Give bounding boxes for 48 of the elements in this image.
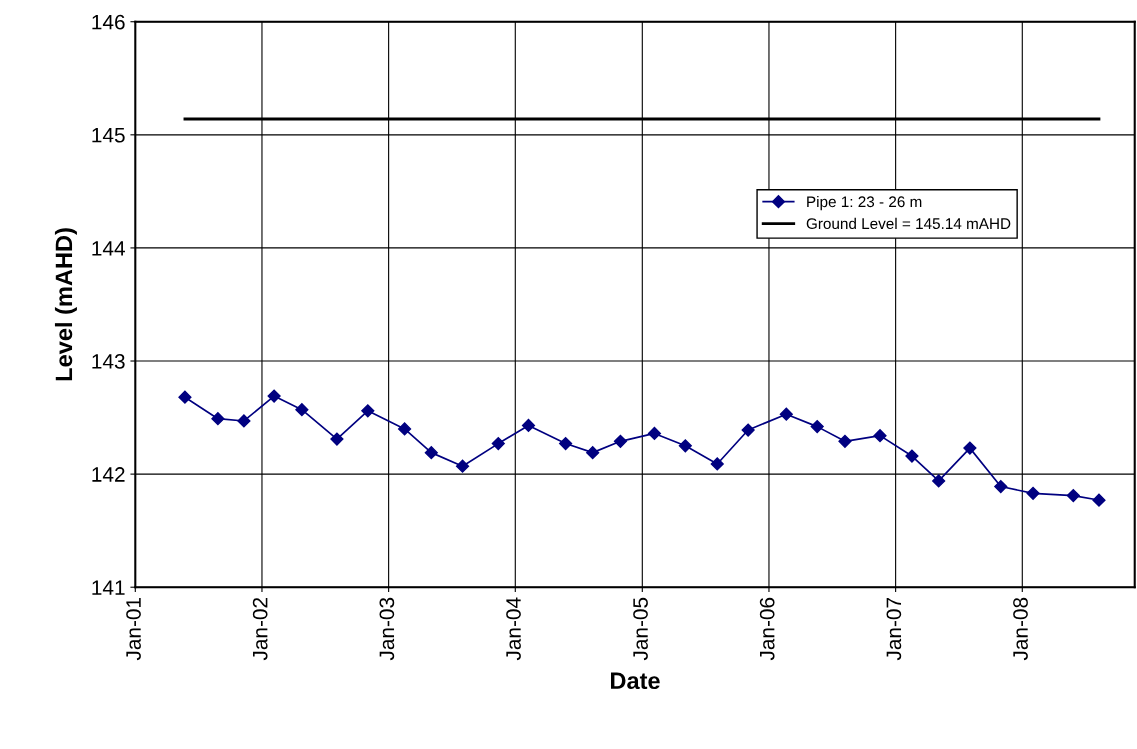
point [330, 432, 344, 446]
x-tick-label: Jan-02 [252, 597, 268, 661]
point [455, 459, 470, 473]
point [710, 457, 724, 471]
point [521, 418, 536, 433]
point [267, 389, 281, 403]
x-tick-label: Jan-05 [633, 597, 648, 661]
point [741, 423, 755, 437]
point [424, 446, 438, 460]
y-tick-label: 146 [92, 14, 125, 30]
x-tick-label: Jan-01 [126, 597, 141, 661]
x-tick-label: Jan-06 [759, 597, 775, 661]
y-tick-label: 145 [92, 128, 125, 143]
point [613, 434, 628, 448]
legend-label: Pipe 1: 23 - 26 m [807, 195, 922, 211]
y-tick-label: 143 [92, 354, 125, 369]
x-tick-label: Jan-03 [379, 597, 395, 661]
point [647, 426, 662, 440]
point [491, 436, 505, 451]
point [237, 414, 251, 428]
point [295, 403, 309, 417]
point [873, 429, 887, 443]
point [586, 446, 600, 460]
point [1092, 493, 1106, 507]
y-tick-label: 142 [92, 467, 125, 482]
point [994, 479, 1008, 494]
point [398, 422, 412, 436]
point [559, 436, 573, 451]
point [779, 407, 793, 421]
point [178, 390, 192, 404]
point [905, 449, 919, 463]
point [1066, 489, 1080, 503]
x-axis-title: Date [611, 672, 660, 690]
x-tick-label: Jan-08 [1013, 597, 1028, 661]
point [211, 412, 225, 426]
point [963, 441, 977, 455]
legend-label: Ground Level = 145.14 mAHD [806, 217, 1011, 230]
y-tick-label: 141 [92, 580, 125, 595]
x-tick-label: Jan-07 [886, 597, 902, 661]
point [810, 420, 824, 434]
point [1026, 486, 1040, 500]
y-tick-label: 144 [92, 241, 125, 256]
point [361, 404, 375, 418]
point [932, 474, 946, 488]
x-tick-label: Jan-04 [506, 597, 521, 661]
point [678, 439, 692, 453]
point [838, 434, 852, 448]
y-axis-title: Level (mAHD) [54, 228, 77, 381]
